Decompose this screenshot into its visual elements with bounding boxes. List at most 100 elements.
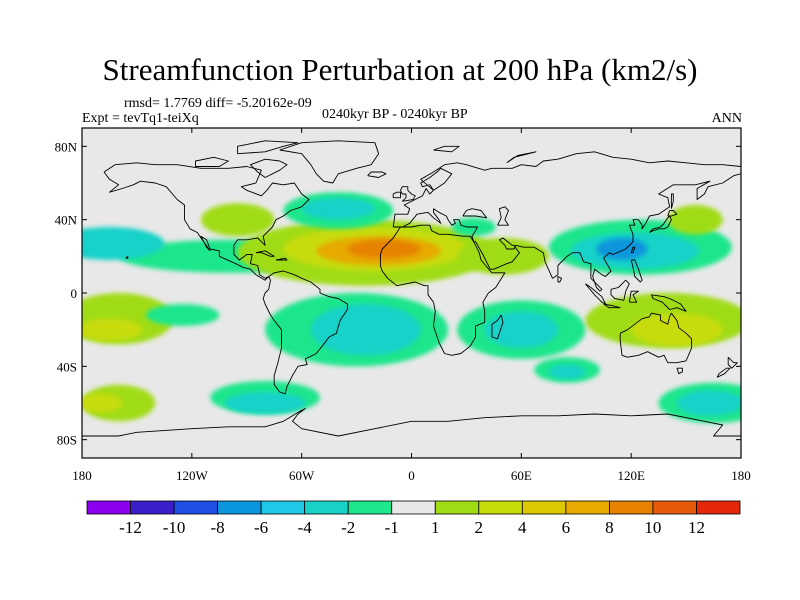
coastline-hispaniola [275, 257, 288, 261]
anomaly-region--2-29 [677, 390, 741, 416]
lon-label-0: 180 [72, 468, 92, 483]
colorbar-label-6: -1 [385, 518, 399, 537]
coastlines [82, 140, 741, 447]
anomaly-region--2-10 [301, 197, 375, 220]
lon-label-2: 60W [289, 468, 315, 483]
colorbar-swatch-4 [260, 500, 306, 515]
lat-label-40S: 40S [57, 359, 77, 374]
coastline-africa [379, 224, 506, 356]
anomaly-region-4-23 [631, 313, 723, 347]
anomaly-region-4-16 [82, 318, 143, 341]
coastline-tasmania [676, 367, 683, 375]
colorbar-swatch-3 [217, 500, 262, 515]
coastline-new-zealand-north [727, 356, 738, 369]
lat-label-40N: 40N [55, 213, 78, 228]
colorbar-label-13: 12 [688, 518, 705, 537]
anomaly-region--2-31 [548, 364, 586, 380]
colorbar-label-5: -2 [341, 518, 355, 537]
colorbar-swatch-0 [86, 500, 131, 515]
coastline-caspian-sea [497, 206, 509, 226]
colorbar-label-3: -6 [254, 518, 268, 537]
colorbar-label-9: 4 [518, 518, 527, 537]
coastline-australia [619, 312, 693, 364]
colorbar-swatch-9 [478, 500, 523, 515]
coastline-madagascar [491, 314, 504, 340]
coastline-cuba [255, 250, 275, 257]
lat-label-80N: 80N [55, 139, 78, 154]
anomaly-contours [82, 192, 741, 424]
coastline-hawaii [125, 255, 129, 259]
lon-label-1: 120W [176, 468, 209, 483]
coastline-antarctica [82, 408, 741, 447]
colorbar-swatch-14 [696, 500, 741, 515]
coastline-baffin-island [249, 158, 288, 178]
colorbar-swatch-1 [130, 500, 175, 515]
season-label: ANN [711, 111, 742, 126]
colorbar-label-12: 10 [644, 518, 661, 537]
longitude-axis: 180 120W 60W 0 60E 120E 180 [72, 128, 751, 483]
anomaly-region-2-13 [667, 205, 723, 235]
coastline-ellesmere-island [237, 140, 299, 155]
coastline-britain [400, 186, 416, 202]
lon-label-5: 120E [617, 468, 645, 483]
anomaly-region--2-21 [484, 311, 558, 349]
colorbar-label-10: 6 [562, 518, 571, 537]
coastline-svalbard [433, 145, 460, 153]
anomaly-region-8-5 [347, 239, 421, 259]
coastline-japan [649, 215, 672, 233]
coastline-sulawesi [628, 290, 639, 303]
colorbar-swatch-13 [652, 500, 697, 515]
coastline-greenland [279, 140, 380, 184]
plot-title: Streamfunction Perturbation at 200 hPa (… [102, 52, 698, 87]
coastline-philippines [630, 259, 643, 283]
lat-label-0: 0 [71, 286, 78, 301]
anomaly-region--2-27 [224, 392, 306, 414]
colorbar-swatch-2 [173, 500, 219, 515]
colorbar-label-11: 8 [605, 518, 614, 537]
coastline-hokkaido [667, 210, 678, 217]
coastline-sakhalin [670, 193, 674, 209]
colorbar-swatch-5 [304, 500, 349, 515]
coastline-java [603, 303, 621, 309]
colorbar-label-2: -8 [211, 518, 225, 537]
coastline-victoria-island [195, 156, 229, 167]
anomaly-region--2-19 [310, 304, 421, 356]
colorbar-swatch-7 [391, 500, 436, 515]
coastline-eurasia [392, 151, 741, 292]
colorbar-label-0: -12 [119, 518, 142, 537]
colorbar-swatch-8 [434, 500, 480, 515]
colorbar: -12 -10 -8 -6 -4 -2 -1 1 2 4 6 8 10 12 [86, 500, 741, 537]
lon-label-3: 0 [408, 468, 415, 483]
time-period-label: 0240kyr BP - 0240kyr BP [322, 107, 468, 122]
rmsd-diff-stats: rmsd= 1.7769 diff= -5.20162e-09 [124, 96, 312, 111]
colorbar-label-8: 2 [475, 518, 484, 537]
colorbar-swatch-6 [347, 500, 393, 515]
experiment-label: Expt = tevTq1-teiXq [82, 111, 199, 126]
coastline-black-sea [462, 208, 488, 219]
coastline-sri-lanka [557, 276, 563, 283]
coastline-novaya-zemlya [506, 151, 537, 164]
anomaly-region--2-1 [82, 227, 165, 260]
map-background [82, 128, 741, 458]
coastline-iceland [367, 171, 387, 178]
lat-label-80S: 80S [57, 433, 77, 448]
coastline-south-america [262, 270, 348, 395]
anomaly-region--4-8 [596, 238, 648, 260]
colorbar-label-1: -10 [163, 518, 186, 537]
coastline-new-guinea [650, 294, 687, 312]
coastline-taiwan [630, 246, 636, 254]
colorbar-label-7: 1 [431, 518, 440, 537]
lon-label-4: 60E [511, 468, 532, 483]
coastline-borneo [610, 279, 630, 301]
coastline-ireland [392, 191, 401, 199]
latitude-axis: 80N 40N 0 40S 80S [55, 139, 741, 448]
coastline-north-america [103, 162, 310, 281]
colorbar-swatch-12 [609, 500, 654, 515]
lon-label-6: 180 [731, 468, 751, 483]
colorbar-label-4: -4 [298, 518, 313, 537]
anomaly-region-2-11 [201, 203, 275, 237]
coastline-new-zealand-south [716, 367, 731, 378]
colorbar-swatch-11 [565, 500, 610, 515]
anomaly-region-4-25 [82, 393, 123, 413]
